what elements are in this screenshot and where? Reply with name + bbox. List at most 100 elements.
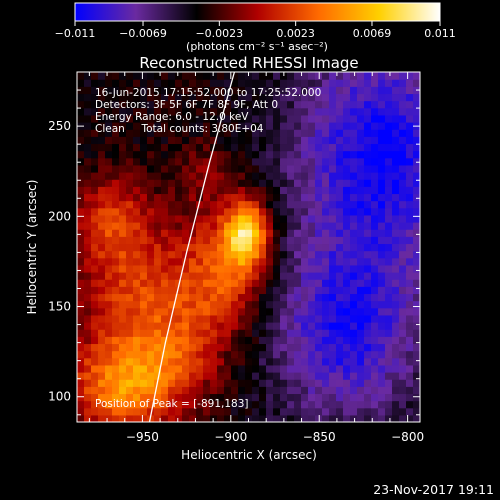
heatmap-cell	[371, 157, 379, 166]
heatmap-cell	[301, 150, 309, 159]
heatmap-cell	[105, 257, 113, 266]
heatmap-cell	[224, 236, 232, 245]
heatmap-cell	[364, 193, 372, 202]
heatmap-cell	[413, 236, 420, 245]
heatmap-cell	[84, 229, 92, 237]
heatmap-cell	[350, 150, 358, 159]
heatmap-cell	[259, 122, 267, 130]
heatmap-cell	[112, 172, 120, 180]
heatmap-cell	[105, 407, 113, 416]
heatmap-cell	[98, 143, 106, 152]
heatmap-cell	[91, 264, 99, 273]
heatmap-cell	[168, 300, 176, 309]
heatmap-cell	[287, 193, 295, 202]
heatmap-cell	[406, 157, 414, 166]
heatmap-cell	[294, 136, 302, 145]
heatmap-cell	[329, 79, 337, 87]
heatmap-cell	[343, 93, 351, 102]
heatmap-cell	[252, 257, 260, 266]
heatmap-cell	[357, 350, 365, 359]
heatmap-cell	[238, 122, 246, 130]
heatmap-cell	[266, 186, 274, 195]
heatmap-cell	[84, 79, 92, 87]
heatmap-cell	[210, 372, 218, 380]
heatmap-cell	[126, 200, 134, 209]
heatmap-cell	[196, 336, 204, 345]
heatmap-cell	[371, 400, 379, 409]
heatmap-cell	[294, 250, 302, 259]
heatmap-cell	[224, 193, 232, 202]
heatmap-cell	[308, 414, 316, 422]
heatmap-cell	[259, 229, 267, 237]
heatmap-cell	[196, 300, 204, 309]
heatmap-cell	[294, 372, 302, 380]
heatmap-cell	[161, 150, 169, 159]
heatmap-cell	[273, 229, 281, 237]
heatmap-cell	[224, 307, 232, 316]
heatmap-cell	[273, 200, 281, 209]
heatmap-cell	[112, 72, 120, 80]
heatmap-cell	[322, 200, 330, 209]
heatmap-cell	[371, 314, 379, 323]
heatmap-cell	[357, 93, 365, 102]
heatmap-cell	[112, 214, 120, 223]
heatmap-cell	[350, 229, 358, 237]
heatmap-cell	[315, 257, 323, 266]
heatmap-cell	[315, 336, 323, 345]
heatmap-cell	[252, 314, 260, 323]
heatmap-cell	[140, 179, 148, 187]
heatmap-cell	[301, 414, 309, 422]
heatmap-cell	[98, 322, 106, 330]
heatmap-cell	[301, 214, 309, 223]
heatmap-cell	[112, 364, 120, 373]
heatmap-cell	[413, 157, 420, 166]
heatmap-cell	[371, 207, 379, 216]
heatmap-cell	[203, 379, 211, 387]
heatmap-cell	[322, 314, 330, 323]
heatmap-cell	[294, 107, 302, 116]
heatmap-cell	[343, 307, 351, 316]
heatmap-cell	[105, 114, 113, 123]
heatmap-cell	[308, 222, 316, 230]
heatmap-cell	[301, 322, 309, 330]
heatmap-cell	[266, 122, 274, 130]
heatmap-cell	[182, 364, 190, 373]
heatmap-cell	[287, 386, 295, 395]
heatmap-cell	[203, 114, 211, 123]
heatmap-cell	[245, 307, 253, 316]
heatmap-cell	[287, 136, 295, 145]
colorbar-tick-label: 0.0023	[276, 27, 315, 40]
heatmap-cell	[392, 114, 400, 123]
heatmap-cell	[378, 257, 386, 266]
heatmap-cell	[343, 129, 351, 137]
heatmap-cell	[287, 364, 295, 373]
heatmap-cell	[329, 300, 337, 309]
heatmap-cell	[91, 336, 99, 345]
heatmap-cell	[224, 172, 232, 180]
heatmap-cell	[308, 293, 316, 302]
heatmap-cell	[231, 200, 239, 209]
heatmap-cell	[112, 293, 120, 302]
heatmap-cell	[161, 200, 169, 209]
heatmap-cell	[322, 243, 330, 252]
heatmap-cell	[357, 114, 365, 123]
heatmap-cell	[308, 272, 316, 280]
heatmap-cell	[98, 336, 106, 345]
heatmap-cell	[210, 336, 218, 345]
heatmap-cell	[287, 143, 295, 152]
heatmap-cell	[147, 129, 155, 137]
heatmap-cell	[147, 272, 155, 280]
heatmap-cell	[196, 343, 204, 352]
heatmap-cell	[266, 72, 274, 80]
heatmap-cell	[336, 200, 344, 209]
heatmap-cell	[371, 357, 379, 366]
heatmap-cell	[413, 350, 420, 359]
heatmap-cell	[392, 107, 400, 116]
heatmap-cell	[343, 193, 351, 202]
heatmap-cell	[357, 200, 365, 209]
heatmap-cell	[364, 350, 372, 359]
heatmap-cell	[315, 243, 323, 252]
heatmap-cell	[315, 364, 323, 373]
heatmap-cell	[84, 100, 92, 109]
heatmap-cell	[343, 122, 351, 130]
